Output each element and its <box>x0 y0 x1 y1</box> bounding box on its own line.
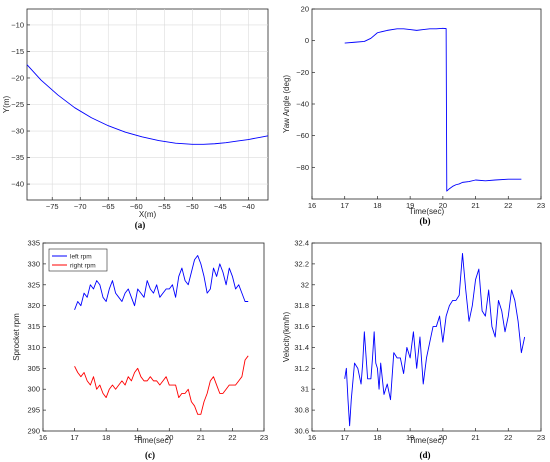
x-tick-label: 17 <box>341 433 349 442</box>
y-tick-label: 295 <box>27 406 40 415</box>
x-tick-label: 22 <box>504 433 512 442</box>
chart-panel-c: 16 17 18 19 20 21 22 23 290 295 300 305 310 315 320 325… <box>12 239 268 461</box>
y-tick-label: 32 <box>301 280 309 289</box>
x-tick-label: −45 <box>214 202 227 211</box>
x-tick-label: 21 <box>471 433 479 442</box>
x-tick-label: 22 <box>504 201 512 210</box>
x-tick-label: 22 <box>228 433 236 442</box>
panel-label: (c) <box>145 450 155 460</box>
panel-label: (b) <box>420 216 431 226</box>
series-line-right-rpm <box>74 355 249 415</box>
y-tick-label: 335 <box>27 239 40 248</box>
x-tick-label: −65 <box>102 202 115 211</box>
y-tick-label: 31.4 <box>294 343 309 352</box>
y-tick-label: 30.8 <box>294 406 309 415</box>
y-tick-label: −15 <box>11 47 24 56</box>
series-line <box>344 27 522 192</box>
y-tick-label: −20 <box>11 73 24 82</box>
y-tick-label: 31.6 <box>294 322 309 331</box>
y-tick-label: −60 <box>296 131 309 140</box>
x-tick-label: −40 <box>242 202 255 211</box>
y-tick-label: 325 <box>27 280 40 289</box>
y-axis-label: Y(m) <box>2 96 11 114</box>
x-tick-label: 19 <box>406 433 414 442</box>
x-tick-label: 17 <box>341 201 349 210</box>
plot-area <box>42 242 265 432</box>
legend-entry: right rpm <box>70 262 96 269</box>
y-tick-label: 290 <box>27 427 40 436</box>
series-line-left-rpm <box>74 255 249 310</box>
x-tick-label: 18 <box>102 433 110 442</box>
x-tick-label: 23 <box>260 433 268 442</box>
y-tick-label: 0 <box>305 36 309 45</box>
y-axis-label: Sprocket rpm <box>12 313 21 361</box>
x-tick-label: 23 <box>537 433 545 442</box>
x-axis-label: Time(sec) <box>136 436 172 445</box>
y-tick-label: −30 <box>11 127 24 136</box>
x-tick-label: −50 <box>186 202 199 211</box>
x-tick-label: 20 <box>439 201 447 210</box>
x-tick-label: 18 <box>373 201 381 210</box>
x-tick-label: −70 <box>74 202 87 211</box>
y-tick-label: −40 <box>11 180 24 189</box>
y-tick-label: 20 <box>301 5 309 14</box>
x-tick-label: 17 <box>70 433 78 442</box>
x-tick-label: 19 <box>406 201 414 210</box>
x-tick-label: 20 <box>439 433 447 442</box>
y-tick-label: −40 <box>296 100 309 109</box>
legend-entry: left rpm <box>70 253 92 260</box>
x-tick-label: 21 <box>197 433 205 442</box>
y-tick-label: 31.8 <box>294 301 309 310</box>
series-line <box>344 252 526 427</box>
y-tick-label: 32.4 <box>294 239 309 248</box>
y-axis-label: Velocity(km/h) <box>282 312 291 363</box>
x-axis-label: Time(sec) <box>409 436 445 445</box>
x-tick-label: 18 <box>373 433 381 442</box>
y-tick-label: 31 <box>301 385 309 394</box>
series-line <box>26 64 269 145</box>
y-tick-label: 300 <box>27 385 40 394</box>
x-tick-label: −75 <box>46 202 59 211</box>
x-tick-label: 16 <box>308 201 316 210</box>
y-tick-label: −20 <box>296 68 309 77</box>
x-tick-label: 16 <box>308 433 316 442</box>
y-tick-label: 32.2 <box>294 259 309 268</box>
y-tick-label: 305 <box>27 364 40 373</box>
y-tick-label: 320 <box>27 301 40 310</box>
panel-label: (a) <box>135 220 146 230</box>
x-axis-label: X(m) <box>139 210 157 219</box>
y-tick-label: 31.2 <box>294 364 309 373</box>
y-tick-label: 315 <box>27 322 40 331</box>
y-tick-label: −25 <box>11 100 24 109</box>
x-tick-label: 19 <box>134 433 142 442</box>
x-axis-label: Time(sec) <box>409 207 445 216</box>
x-tick-label: −60 <box>130 202 143 211</box>
y-axis-label: Yaw Angle (deg) <box>282 75 291 133</box>
y-tick-label: 30.6 <box>294 427 309 436</box>
y-tick-label: −35 <box>11 153 24 162</box>
x-tick-label: 23 <box>537 201 545 210</box>
chart-panel-b: 16 17 18 19 20 21 22 23−80−60−40−20020Time(sec)… <box>282 5 545 227</box>
x-tick-label: 21 <box>471 201 479 210</box>
y-tick-label: 310 <box>27 343 40 352</box>
y-tick-label: −10 <box>11 20 24 29</box>
y-tick-label: −80 <box>296 163 309 172</box>
plot-area <box>311 242 542 432</box>
x-tick-label: 20 <box>165 433 173 442</box>
y-tick-label: 330 <box>27 259 40 268</box>
x-tick-label: −55 <box>158 202 171 211</box>
chart-panel-d: 16 17 18 19 20 21 22 23 30.6 30.8 31 31.2 31.4 31.6 31… <box>282 239 545 461</box>
panel-label: (d) <box>420 450 431 460</box>
plot-area <box>311 8 542 200</box>
chart-panel-a: −75 −70 −65 −60 −55 −50 −45 −40 −40 −35 −30 −25 −20 −… <box>2 8 269 230</box>
x-tick-label: 16 <box>39 433 47 442</box>
